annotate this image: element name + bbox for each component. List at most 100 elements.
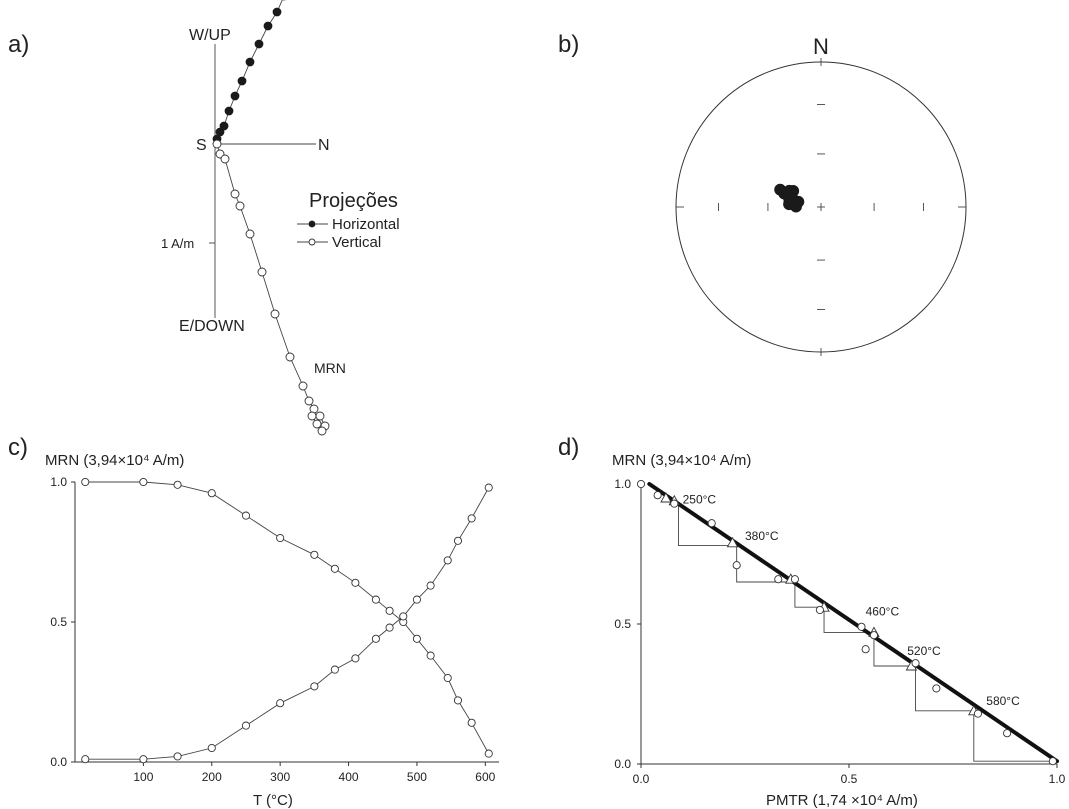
temp-label-4: 580°C	[986, 694, 1020, 708]
panel-label-b: b)	[558, 31, 579, 58]
point-c-0-2	[173, 480, 182, 489]
point-c-0-5	[276, 533, 285, 543]
vertical-projection-points	[212, 139, 330, 436]
axis-label-top: W/UP	[189, 27, 231, 44]
x-tick-label-d-0: 0.0	[633, 772, 650, 786]
x-tick-label-c-0: 100	[133, 770, 153, 784]
arai-plot: MRN (3,94×10⁴ A/m) PMTR (1,74 ×10⁴ A/m) …	[612, 452, 1066, 809]
vertical-point-14	[315, 411, 325, 421]
horizontal-point-1	[215, 127, 225, 137]
series-line-c-1	[85, 487, 490, 760]
horizontal-point-5	[237, 76, 247, 86]
point-c-1-3	[207, 743, 216, 753]
vertical-point-2	[220, 154, 230, 164]
point-c-1-10	[385, 623, 394, 632]
step-3	[823, 607, 874, 633]
y-tick-label-c-0: 0.0	[50, 755, 67, 769]
direction-point-10	[790, 200, 802, 213]
point-c-0-4	[241, 511, 251, 520]
y-axis-title-d: MRN (3,94×10⁴ A/m)	[612, 452, 751, 469]
x-tick-label-c-5: 600	[475, 770, 495, 784]
y-ticks-d: 0.0 0.5 1.0	[614, 477, 641, 771]
point-c-0-3	[207, 489, 216, 498]
point-c-1-1	[139, 755, 148, 764]
vertical-point-7	[270, 309, 280, 319]
horizontal-point-2	[219, 121, 229, 131]
step-2	[794, 582, 825, 608]
temp-label-1: 380°C	[745, 529, 779, 543]
vertical-point-9	[298, 381, 308, 391]
arai-point-7	[815, 605, 824, 615]
point-c-0-16	[467, 718, 476, 727]
step-5	[915, 666, 974, 712]
point-c-1-0	[81, 755, 90, 764]
point-c-1-8	[351, 654, 360, 663]
arai-point-13	[973, 709, 983, 718]
temperature-annotations: 250°C 380°C 460°C 520°C 580°C	[683, 493, 1021, 709]
legend-entry-horizontal: Horizontal	[332, 216, 400, 233]
horizontal-point-4	[230, 91, 240, 101]
step-4	[873, 632, 916, 667]
point-c-0-10	[385, 606, 394, 615]
point-c-1-15	[453, 536, 463, 545]
arai-point-8	[857, 622, 866, 631]
stereonet: N	[675, 34, 967, 356]
arai-point-11	[911, 659, 920, 668]
x-ticks-d: 0.0 0.5 1.0	[633, 764, 1066, 786]
point-c-0-7	[330, 564, 339, 573]
legend-title: Projeções	[309, 190, 398, 212]
arai-points	[636, 479, 1057, 766]
point-c-0-12	[412, 634, 421, 643]
arai-point-6	[790, 575, 799, 584]
y-tick-label-c-1: 0.5	[50, 615, 67, 629]
fit-line	[647, 482, 1059, 764]
horizontal-point-3	[224, 106, 234, 116]
point-c-0-15	[453, 696, 463, 705]
horizontal-point-7	[254, 39, 264, 49]
legend-marker-filled	[308, 220, 316, 228]
scale-label: 1 A/m	[161, 236, 194, 251]
x-tick-label-c-2: 300	[270, 770, 290, 784]
point-c-1-2	[173, 752, 182, 761]
vertical-point-10	[304, 396, 314, 406]
point-c-1-13	[426, 581, 435, 590]
horizontal-projection-points	[212, 0, 286, 144]
vertical-point-6	[257, 267, 267, 277]
horizontal-point-6	[245, 57, 255, 67]
arai-point-12	[932, 684, 941, 693]
point-c-1-7	[330, 665, 339, 674]
point-c-0-17	[484, 749, 493, 758]
point-c-1-5	[276, 699, 285, 708]
x-ticks-c: 100 200 300 400 500 600	[133, 762, 496, 784]
axis-label-right: N	[318, 137, 330, 154]
arai-point-0	[636, 479, 646, 489]
y-tick-label-d-1: 0.5	[614, 617, 631, 631]
point-c-0-1	[139, 477, 148, 487]
y-tick-label-d-2: 1.0	[614, 477, 631, 491]
point-c-1-4	[241, 721, 251, 730]
point-c-1-16	[467, 514, 476, 523]
arai-point-3	[707, 519, 716, 528]
vertical-point-0	[212, 139, 222, 149]
temp-label-0: 250°C	[683, 493, 717, 507]
horizontal-projection-line	[216, 0, 283, 140]
y-ticks-c: 0.0 0.5 1.0	[50, 475, 75, 769]
temp-label-3: 520°C	[907, 644, 941, 658]
x-tick-label-d-1: 0.5	[841, 772, 858, 786]
arai-point-10	[869, 631, 879, 640]
legend: Projeções Horizontal Vertical	[297, 190, 400, 251]
check-marker-0	[660, 492, 672, 503]
point-label-mrn: MRN	[314, 360, 346, 376]
axis-label-bottom: E/DOWN	[179, 318, 245, 335]
vertical-point-13	[312, 419, 322, 429]
vertical-point-5	[245, 229, 255, 239]
horizontal-point-9	[272, 7, 282, 17]
y-tick-label-c-2: 1.0	[50, 475, 67, 489]
zijderveld-plot: W/UP S N E/DOWN 1 A/m MRN Projeções Hori…	[161, 0, 400, 436]
vertical-point-3	[230, 189, 240, 199]
vertical-point-8	[285, 352, 295, 362]
inclination-ticks	[718, 104, 924, 310]
arai-point-9	[861, 645, 870, 654]
point-c-0-8	[351, 578, 360, 587]
x-tick-label-c-1: 200	[202, 770, 222, 784]
